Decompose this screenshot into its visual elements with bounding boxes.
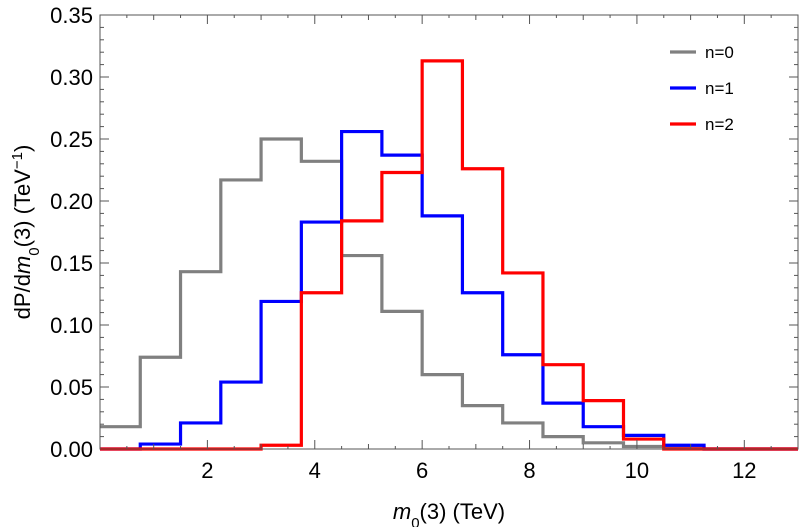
tick-labels: 2 4 6 8 10 12 0.00 0.05 0.10 0.15 0.20 0.25 0.30 0.35 [50, 3, 756, 483]
y-tick-label: 0.10 [50, 313, 93, 338]
legend: n=0 n=1 n=2 [670, 43, 734, 134]
y-tick-label: 0.15 [50, 251, 93, 276]
series-n1-line [100, 129, 798, 451]
y-axis-title: dP/dm0(3) (TeV−1) [9, 145, 43, 320]
series-n2-line [100, 59, 798, 451]
x-axis-title: m0(3) (TeV) [393, 499, 505, 527]
plot-frame [99, 14, 799, 450]
x-tick-label: 8 [523, 458, 535, 483]
y-tick-label: 0.00 [50, 437, 93, 462]
y-tick-label: 0.30 [50, 65, 93, 90]
legend-label-n2: n=2 [705, 115, 734, 134]
legend-label-n0: n=0 [705, 43, 734, 62]
ticks-layer [100, 15, 798, 449]
y-tick-label: 0.35 [50, 3, 93, 28]
x-tick-label: 2 [201, 458, 213, 483]
x-tick-label: 6 [416, 458, 428, 483]
x-tick-label: 12 [732, 458, 756, 483]
y-tick-label: 0.05 [50, 375, 93, 400]
y-tick-label: 0.25 [50, 127, 93, 152]
series-layer [100, 59, 798, 451]
x-tick-label: 4 [309, 458, 321, 483]
legend-label-n1: n=1 [705, 79, 734, 98]
series-n0-line [100, 137, 798, 451]
x-tick-label: 10 [625, 458, 649, 483]
y-tick-label: 0.20 [50, 189, 93, 214]
